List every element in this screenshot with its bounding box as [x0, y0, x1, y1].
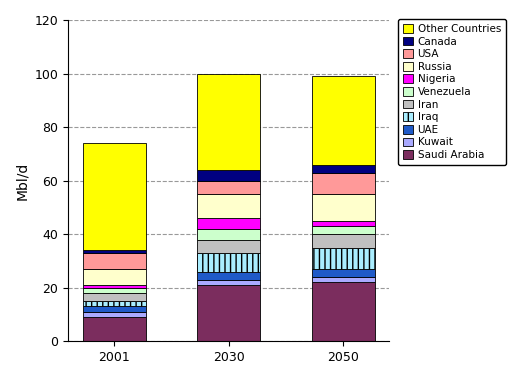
Bar	[83, 285, 146, 288]
Bar	[83, 253, 146, 269]
Bar	[197, 194, 260, 218]
Bar	[83, 317, 146, 341]
Bar	[197, 218, 260, 229]
Bar	[83, 143, 146, 250]
Bar	[312, 194, 375, 221]
Bar	[197, 74, 260, 170]
Bar	[197, 253, 260, 272]
Bar	[312, 226, 375, 234]
Bar	[312, 172, 375, 194]
Bar	[197, 240, 260, 253]
Bar	[83, 307, 146, 312]
Bar	[197, 181, 260, 194]
Bar	[197, 170, 260, 181]
Bar	[197, 272, 260, 280]
Bar	[83, 288, 146, 293]
Bar	[312, 234, 375, 247]
Legend: Other Countries, Canada, USA, Russia, Nigeria, Venezuela, Iran, Iraq, UAE, Kuwai: Other Countries, Canada, USA, Russia, Ni…	[398, 19, 506, 165]
Bar	[312, 282, 375, 341]
Y-axis label: Mbl/d: Mbl/d	[15, 161, 29, 200]
Bar	[83, 293, 146, 301]
Bar	[83, 269, 146, 285]
Bar	[312, 247, 375, 269]
Bar	[312, 277, 375, 282]
Bar	[83, 250, 146, 253]
Bar	[312, 221, 375, 226]
Bar	[83, 312, 146, 317]
Bar	[83, 301, 146, 307]
Bar	[197, 285, 260, 341]
Bar	[197, 280, 260, 285]
Bar	[312, 164, 375, 172]
Bar	[197, 229, 260, 240]
Bar	[312, 76, 375, 164]
Bar	[312, 269, 375, 277]
